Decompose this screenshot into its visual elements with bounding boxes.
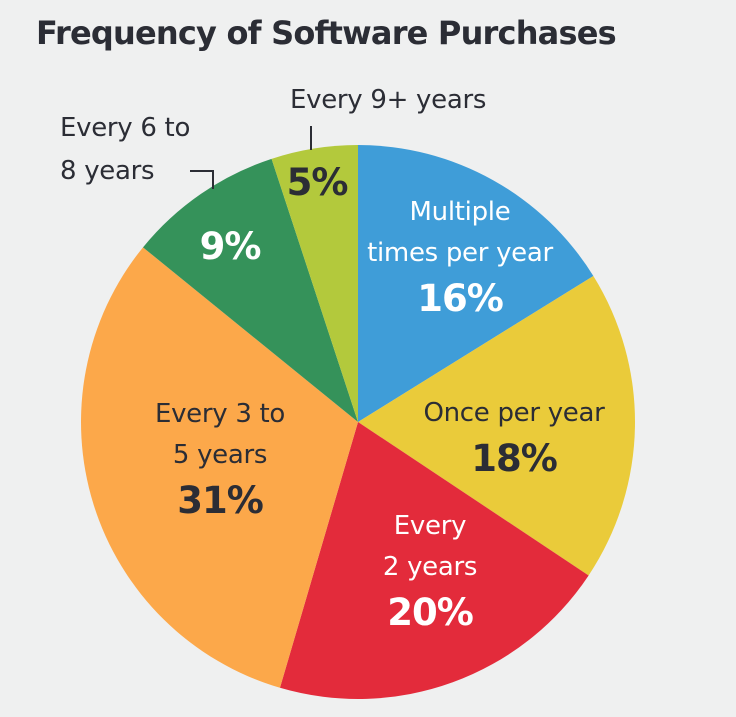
pie-slice-every-3-to-5-years: [81, 247, 358, 688]
label-every-2-years: Every 2 years 20%: [330, 506, 530, 638]
label-once-per-year: Once per year 18%: [396, 393, 632, 484]
label-name: Every: [393, 511, 467, 541]
label-percent-9-plus: 5%: [272, 158, 362, 208]
label-name: Every 9+ years: [290, 85, 487, 115]
label-every-6-to-8-years: Every 6 to 8 years: [60, 107, 190, 193]
label-name: Multiple: [409, 197, 511, 227]
label-name: 2 years: [382, 552, 478, 582]
label-every-9-plus-years: Every 9+ years: [290, 79, 486, 122]
label-name: 5 years: [172, 440, 268, 470]
pie-slice-once-per-year: [358, 275, 635, 576]
label-percent: 5%: [286, 161, 349, 204]
label-name: Once per year: [423, 398, 605, 428]
label-multiple-times-per-year: Multiple times per year 16%: [340, 192, 580, 324]
label-percent: 9%: [199, 225, 262, 268]
label-percent-6-to-8: 9%: [180, 222, 280, 272]
pie-slice-every-2-years: [279, 422, 589, 700]
label-every-3-to-5-years: Every 3 to 5 years 31%: [105, 394, 335, 526]
pie-slice-every-6-to-8-years: [143, 158, 358, 422]
label-name: 8 years: [60, 156, 155, 186]
label-percent: 20%: [387, 591, 474, 634]
label-name: times per year: [367, 238, 553, 268]
pie-slice-multiple-times-per-year: [358, 145, 594, 422]
chart-title: Frequency of Software Purchases: [36, 14, 617, 52]
pie-slice-every-9-years: [271, 145, 358, 422]
pie-slices: [81, 145, 635, 700]
label-percent: 18%: [471, 437, 558, 480]
label-name: Every 6 to: [60, 113, 191, 143]
label-percent: 31%: [177, 479, 264, 522]
label-percent: 16%: [417, 277, 504, 320]
leader-line-6to8: [190, 170, 214, 189]
label-name: Every 3 to: [154, 399, 286, 429]
